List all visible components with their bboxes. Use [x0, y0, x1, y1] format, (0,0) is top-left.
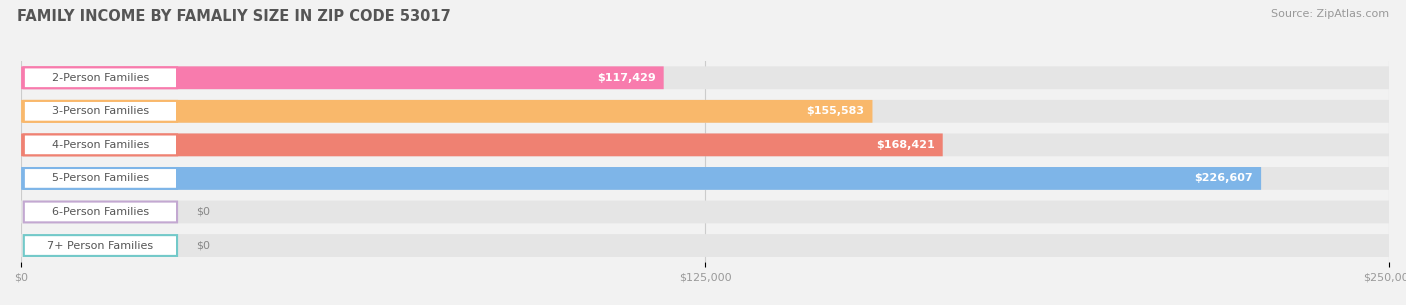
FancyBboxPatch shape: [21, 201, 1389, 223]
Text: 3-Person Families: 3-Person Families: [52, 106, 149, 116]
Text: $168,421: $168,421: [876, 140, 935, 150]
Text: $0: $0: [197, 241, 211, 250]
FancyBboxPatch shape: [21, 234, 1389, 257]
FancyBboxPatch shape: [21, 167, 1389, 190]
Text: $117,429: $117,429: [596, 73, 655, 83]
FancyBboxPatch shape: [24, 202, 177, 222]
FancyBboxPatch shape: [21, 134, 1389, 156]
FancyBboxPatch shape: [24, 235, 177, 256]
Text: 7+ Person Families: 7+ Person Families: [48, 241, 153, 250]
Text: FAMILY INCOME BY FAMALIY SIZE IN ZIP CODE 53017: FAMILY INCOME BY FAMALIY SIZE IN ZIP COD…: [17, 9, 450, 24]
FancyBboxPatch shape: [21, 100, 873, 123]
FancyBboxPatch shape: [24, 67, 177, 88]
Text: $155,583: $155,583: [806, 106, 865, 116]
FancyBboxPatch shape: [24, 101, 177, 122]
Text: 2-Person Families: 2-Person Families: [52, 73, 149, 83]
FancyBboxPatch shape: [21, 66, 664, 89]
FancyBboxPatch shape: [21, 66, 1389, 89]
Text: 4-Person Families: 4-Person Families: [52, 140, 149, 150]
FancyBboxPatch shape: [24, 135, 177, 155]
Text: $226,607: $226,607: [1194, 174, 1253, 183]
Text: 6-Person Families: 6-Person Families: [52, 207, 149, 217]
FancyBboxPatch shape: [21, 167, 1261, 190]
FancyBboxPatch shape: [21, 134, 942, 156]
FancyBboxPatch shape: [24, 168, 177, 189]
FancyBboxPatch shape: [21, 100, 1389, 123]
Text: Source: ZipAtlas.com: Source: ZipAtlas.com: [1271, 9, 1389, 19]
Text: $0: $0: [197, 207, 211, 217]
Text: 5-Person Families: 5-Person Families: [52, 174, 149, 183]
